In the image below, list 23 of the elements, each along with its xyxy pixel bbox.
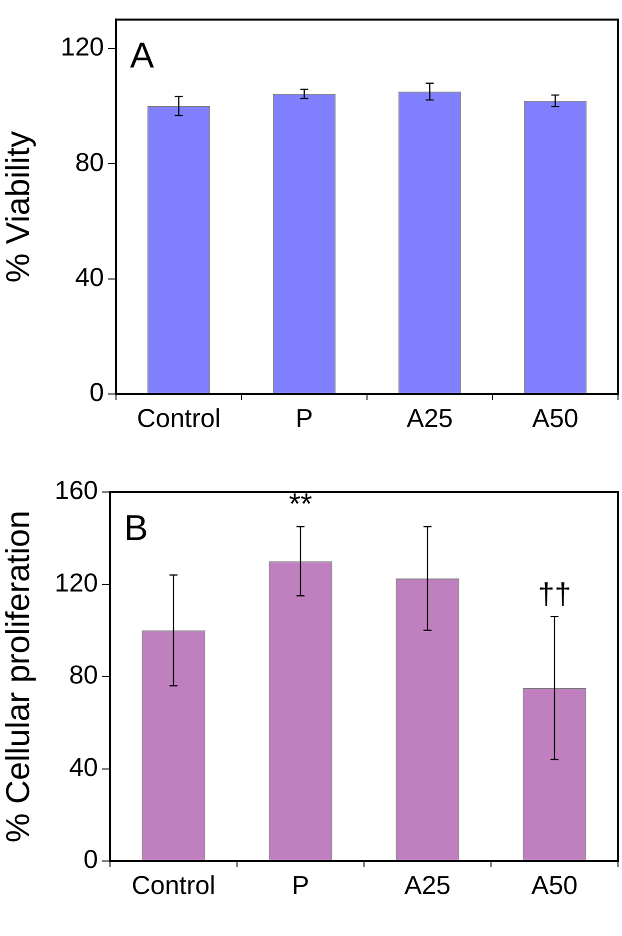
y-tick-label: 0 xyxy=(90,377,104,408)
y-tick-label: 80 xyxy=(75,146,104,177)
y-tick-label: 40 xyxy=(75,262,104,292)
annotation: A xyxy=(130,34,154,76)
x-tick-label: A50 xyxy=(531,870,578,900)
y-axis-title: % Cellular proliferation xyxy=(0,510,36,842)
x-tick-label: P xyxy=(292,870,310,900)
y-tick-label: 40 xyxy=(69,752,98,782)
y-tick-label: 120 xyxy=(60,32,104,62)
annotation: B xyxy=(124,506,148,548)
x-tick-label: Control xyxy=(136,402,221,433)
annotation: †† xyxy=(538,578,572,611)
y-tick-label: 160 xyxy=(54,475,98,506)
x-tick-label: P xyxy=(296,402,313,433)
x-tick-label: Control xyxy=(132,870,216,900)
y-axis-title: % Viability xyxy=(0,130,36,283)
x-tick-label: A25 xyxy=(404,870,451,900)
y-tick-label: 120 xyxy=(54,567,98,598)
x-tick-label: A50 xyxy=(532,402,578,433)
annotation: ** xyxy=(288,488,312,521)
x-tick-label: A25 xyxy=(406,402,453,433)
y-tick-label: 0 xyxy=(84,844,98,874)
y-tick-label: 80 xyxy=(69,660,98,690)
